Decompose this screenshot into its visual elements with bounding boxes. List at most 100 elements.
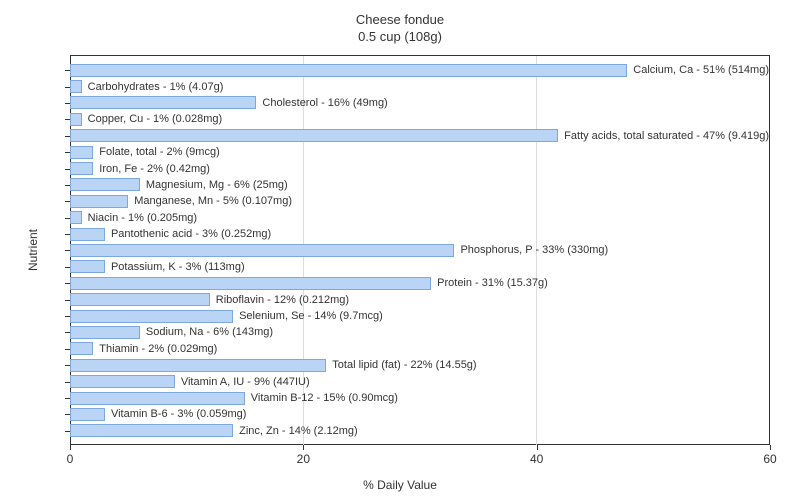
x-tick-mark — [70, 445, 71, 450]
title-line-2: 0.5 cup (108g) — [358, 29, 442, 44]
bar-row: Sodium, Na - 6% (143mg) — [70, 326, 769, 339]
bar-label: Vitamin A, IU - 9% (447IU) — [181, 376, 310, 388]
y-tick-mark — [65, 300, 70, 301]
bar-label: Phosphorus, P - 33% (330mg) — [460, 244, 608, 256]
nutrient-bar — [70, 359, 326, 372]
bar-row: Carbohydrates - 1% (4.07g) — [70, 80, 769, 93]
title-line-1: Cheese fondue — [356, 12, 444, 27]
bar-row: Potassium, K - 3% (113mg) — [70, 260, 769, 273]
nutrient-bar — [70, 260, 105, 273]
nutrient-bar — [70, 244, 454, 257]
y-tick-mark — [65, 234, 70, 235]
x-axis-line — [70, 444, 769, 445]
y-axis-label: Nutrient — [26, 229, 40, 271]
x-tick-label: 60 — [763, 452, 776, 466]
bar-row: Manganese, Mn - 5% (0.107mg) — [70, 195, 769, 208]
bar-row: Protein - 31% (15.37g) — [70, 277, 769, 290]
bar-row: Riboflavin - 12% (0.212mg) — [70, 293, 769, 306]
nutrient-bar — [70, 195, 128, 208]
y-tick-mark — [65, 332, 70, 333]
bar-label: Folate, total - 2% (9mcg) — [99, 146, 219, 158]
bar-label: Zinc, Zn - 14% (2.12mg) — [239, 425, 358, 437]
bar-row: Iron, Fe - 2% (0.42mg) — [70, 162, 769, 175]
y-tick-mark — [65, 70, 70, 71]
y-tick-mark — [65, 136, 70, 137]
bar-label: Vitamin B-6 - 3% (0.059mg) — [111, 408, 247, 420]
nutrient-bar — [70, 392, 245, 405]
bar-row: Folate, total - 2% (9mcg) — [70, 146, 769, 159]
nutrient-bar — [70, 178, 140, 191]
bars-group: Calcium, Ca - 51% (514mg) Carbohydrates -… — [70, 62, 769, 439]
bar-row: Phosphorus, P - 33% (330mg) — [70, 244, 769, 257]
nutrient-bar — [70, 310, 233, 323]
bar-row: Copper, Cu - 1% (0.028mg) — [70, 113, 769, 126]
y-tick-mark — [65, 119, 70, 120]
y-tick-mark — [65, 349, 70, 350]
y-tick-mark — [65, 431, 70, 432]
bar-label: Manganese, Mn - 5% (0.107mg) — [134, 195, 292, 207]
y-tick-mark — [65, 267, 70, 268]
bar-row: Vitamin B-12 - 15% (0.90mcg) — [70, 392, 769, 405]
x-tick-label: 0 — [67, 452, 74, 466]
bar-label: Potassium, K - 3% (113mg) — [111, 261, 245, 273]
nutrient-bar — [70, 293, 210, 306]
bar-row: Fatty acids, total saturated - 47% (9.41… — [70, 129, 769, 142]
bar-row: Pantothenic acid - 3% (0.252mg) — [70, 228, 769, 241]
nutrient-bar — [70, 326, 140, 339]
nutrient-bar — [70, 228, 105, 241]
y-tick-mark — [65, 185, 70, 186]
nutrient-bar — [70, 375, 175, 388]
y-tick-mark — [65, 283, 70, 284]
y-tick-mark — [65, 382, 70, 383]
nutrient-bar — [70, 113, 82, 126]
bar-row: Calcium, Ca - 51% (514mg) — [70, 64, 769, 77]
bar-label: Fatty acids, total saturated - 47% (9.41… — [564, 130, 769, 142]
y-tick-mark — [65, 365, 70, 366]
nutrient-bar — [70, 80, 82, 93]
bar-label: Iron, Fe - 2% (0.42mg) — [99, 163, 210, 175]
bar-label: Protein - 31% (15.37g) — [437, 277, 548, 289]
y-tick-mark — [65, 103, 70, 104]
x-tick-mark — [537, 445, 538, 450]
bar-label: Vitamin B-12 - 15% (0.90mcg) — [251, 392, 398, 404]
x-tick-label: 40 — [530, 452, 543, 466]
bar-row: Zinc, Zn - 14% (2.12mg) — [70, 424, 769, 437]
y-tick-mark — [65, 414, 70, 415]
y-tick-mark — [65, 250, 70, 251]
bar-label: Selenium, Se - 14% (9.7mcg) — [239, 310, 383, 322]
bar-label: Niacin - 1% (0.205mg) — [88, 212, 197, 224]
nutrient-bar — [70, 96, 256, 109]
bar-label: Total lipid (fat) - 22% (14.55g) — [332, 359, 476, 371]
nutrient-bar — [70, 277, 431, 290]
bar-row: Total lipid (fat) - 22% (14.55g) — [70, 359, 769, 372]
y-tick-mark — [65, 316, 70, 317]
bar-label: Carbohydrates - 1% (4.07g) — [88, 81, 224, 93]
x-tick-mark — [303, 445, 304, 450]
bar-row: Magnesium, Mg - 6% (25mg) — [70, 178, 769, 191]
bar-row: Thiamin - 2% (0.029mg) — [70, 342, 769, 355]
nutrient-bar — [70, 64, 627, 77]
bar-row: Niacin - 1% (0.205mg) — [70, 211, 769, 224]
y-tick-mark — [65, 87, 70, 88]
nutrient-bar — [70, 342, 93, 355]
y-tick-mark — [65, 218, 70, 219]
nutrient-bar — [70, 211, 82, 224]
bar-label: Thiamin - 2% (0.029mg) — [99, 343, 217, 355]
bar-label: Riboflavin - 12% (0.212mg) — [216, 294, 349, 306]
bar-row: Selenium, Se - 14% (9.7mcg) — [70, 310, 769, 323]
nutrient-chart: Cheese fondue 0.5 cup (108g) Nutrient % … — [0, 0, 800, 500]
nutrient-bar — [70, 424, 233, 437]
x-axis-label: % Daily Value — [363, 478, 437, 492]
nutrient-bar — [70, 146, 93, 159]
bar-label: Copper, Cu - 1% (0.028mg) — [88, 113, 223, 125]
chart-title: Cheese fondue 0.5 cup (108g) — [0, 0, 800, 46]
y-tick-mark — [65, 169, 70, 170]
bar-row: Vitamin A, IU - 9% (447IU) — [70, 375, 769, 388]
bar-label: Sodium, Na - 6% (143mg) — [146, 326, 273, 338]
nutrient-bar — [70, 408, 105, 421]
y-tick-mark — [65, 152, 70, 153]
bar-label: Calcium, Ca - 51% (514mg) — [633, 64, 769, 76]
bar-row: Cholesterol - 16% (49mg) — [70, 96, 769, 109]
y-tick-mark — [65, 398, 70, 399]
bar-label: Magnesium, Mg - 6% (25mg) — [146, 179, 288, 191]
